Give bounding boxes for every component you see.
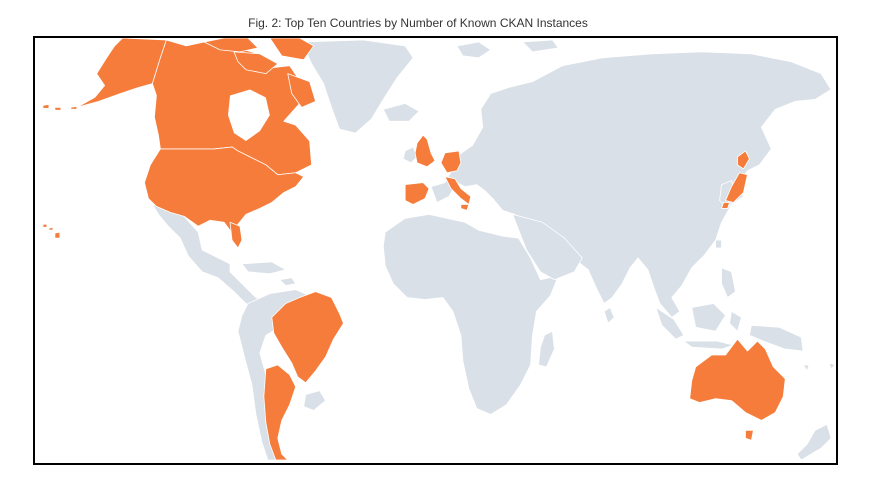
- country-argentina: [263, 364, 297, 461]
- land-pacific-islands: [802, 362, 836, 372]
- land-greenland: [301, 39, 414, 134]
- land-arabia: [512, 213, 583, 281]
- land-indonesia: [655, 303, 804, 352]
- highlighted-countries: [42, 38, 786, 461]
- country-italy: [444, 176, 472, 211]
- other-countries: [152, 39, 836, 461]
- land-sri-lanka: [603, 307, 615, 324]
- land-iceland: [382, 102, 420, 122]
- country-australia-tasmania: [745, 429, 754, 441]
- land-caribbean: [241, 261, 297, 287]
- country-united-states-hawaii: [42, 223, 61, 239]
- world-map: [42, 38, 836, 461]
- country-united-states-florida: [229, 221, 243, 249]
- country-united-states-alaska: [76, 38, 167, 108]
- land-arctic-islands: [456, 39, 559, 59]
- land-madagascar: [538, 330, 555, 368]
- country-germany: [440, 150, 462, 174]
- country-spain: [404, 182, 430, 205]
- land-africa: [382, 213, 559, 415]
- land-ireland: [402, 146, 418, 164]
- country-united-states-aleutians: [42, 103, 78, 111]
- country-canada-islands: [203, 38, 316, 108]
- map-frame: [33, 36, 838, 465]
- hudson-bay: [228, 89, 270, 142]
- map-title: Fig. 2: Top Ten Countries by Number of K…: [248, 16, 588, 30]
- country-japan: [721, 150, 750, 209]
- country-united-kingdom: [414, 134, 436, 168]
- country-united-states: [144, 146, 305, 237]
- country-australia: [689, 338, 786, 421]
- land-new-zealand: [796, 423, 832, 461]
- land-philippines: [715, 239, 736, 298]
- country-brazil: [271, 291, 344, 384]
